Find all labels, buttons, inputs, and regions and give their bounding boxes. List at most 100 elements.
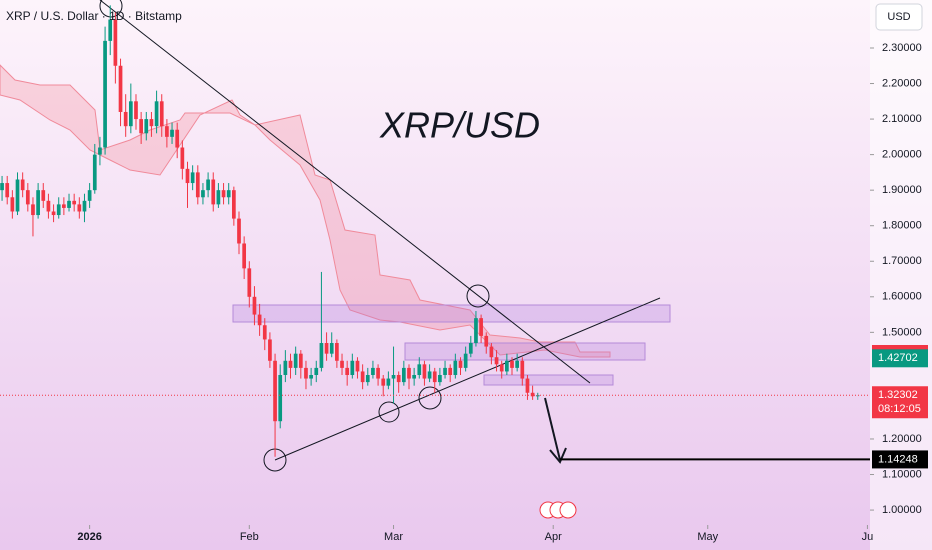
candle-body (262, 325, 267, 340)
y-tick-label: 1.50000 (882, 326, 922, 338)
candle-body (237, 218, 241, 244)
candle-body (170, 129, 174, 137)
candle-body (510, 360, 514, 368)
y-tick-label: 2.20000 (882, 77, 922, 89)
candle-body (211, 179, 216, 205)
y-tick-label: 1.70000 (882, 255, 922, 267)
trend-line (99, 0, 591, 384)
candle-body (92, 154, 97, 191)
candle-body (278, 375, 283, 422)
candle-body (123, 111, 128, 127)
candle-body (407, 367, 411, 379)
candle-body (340, 360, 344, 368)
candle-body (443, 367, 447, 375)
candle-body (72, 200, 77, 205)
candle-body (232, 190, 236, 219)
candle-body (149, 119, 154, 127)
candle-body (453, 360, 458, 375)
zone-box (404, 342, 646, 361)
x-tick-label: May (697, 531, 718, 543)
candle-body (438, 375, 442, 383)
candle-body (355, 360, 360, 372)
candle-body (98, 147, 102, 155)
candle-body (62, 204, 66, 208)
candle-body (448, 367, 453, 375)
y-tick-label: 1.20000 (882, 433, 922, 445)
candle-body (273, 360, 277, 422)
candle-body (489, 346, 494, 358)
ichimoku-cloud (0, 64, 611, 358)
circle-marker (99, 0, 123, 18)
candle-body (329, 343, 334, 354)
y-tick-label: 2.30000 (882, 42, 922, 54)
candle-body (247, 268, 252, 297)
candle-body (252, 296, 257, 315)
candle-body (46, 200, 51, 212)
price-label-box (872, 386, 928, 419)
candle-body (324, 343, 329, 354)
candle-body (417, 364, 422, 375)
zone-box (232, 304, 671, 323)
candle-body (458, 360, 463, 368)
candle-body (468, 343, 473, 354)
candle-body (10, 197, 15, 212)
candle-body (5, 183, 10, 198)
candle-body (484, 335, 489, 347)
candle-body (118, 65, 123, 112)
candle-body (242, 243, 247, 269)
candle-body (144, 119, 149, 134)
candle-body (108, 19, 113, 41)
candle-body (31, 204, 35, 216)
candle-body (82, 200, 87, 212)
currency-button[interactable] (875, 3, 923, 31)
price-label: 1.42702 (878, 352, 918, 364)
candle-body (288, 360, 293, 368)
candle-body (365, 375, 370, 383)
candles (0, 5, 540, 457)
candle-body (298, 353, 303, 368)
candle-body (201, 190, 205, 198)
candle-body (257, 314, 262, 326)
candle-body (206, 179, 210, 191)
candle-body (113, 19, 118, 66)
candle-body (386, 378, 391, 386)
candle-body (268, 339, 272, 361)
candle-body (520, 360, 525, 379)
candle-body (360, 371, 365, 383)
candle-body (345, 367, 350, 375)
event-icon (559, 501, 577, 519)
x-tick-label: Mar (384, 531, 403, 543)
candle-body (139, 119, 143, 134)
candle-body (422, 364, 427, 379)
candle-body (293, 353, 298, 368)
candle-body (216, 190, 221, 205)
candle-body (376, 367, 380, 379)
candle-body (474, 318, 478, 344)
circle-marker (378, 401, 400, 423)
candle-body (128, 101, 133, 127)
candle-body (525, 378, 530, 393)
candle-body (41, 190, 46, 201)
candle-body (56, 204, 61, 216)
candle-body (36, 190, 40, 216)
candle-body (20, 179, 25, 191)
candle-body (463, 353, 468, 368)
candle-body (134, 101, 138, 120)
candle-body (515, 360, 520, 368)
y-tick-label: 2.00000 (882, 149, 922, 161)
y-tick-label: 1.00000 (882, 504, 922, 516)
arrow (544, 397, 561, 461)
candle-body (87, 190, 92, 201)
y-tick-label: 2.10000 (882, 113, 922, 125)
price-label: 1.32302 (878, 389, 918, 401)
candle-body (0, 183, 4, 191)
candle-body (154, 101, 159, 127)
candle-body (175, 129, 180, 148)
currency-label[interactable]: USD (887, 11, 910, 23)
circle-marker (418, 386, 442, 410)
annotation-text: XRP/USD (379, 105, 540, 146)
chart-title: XRP / U.S. Dollar · 1D · Bitstamp (6, 9, 182, 23)
